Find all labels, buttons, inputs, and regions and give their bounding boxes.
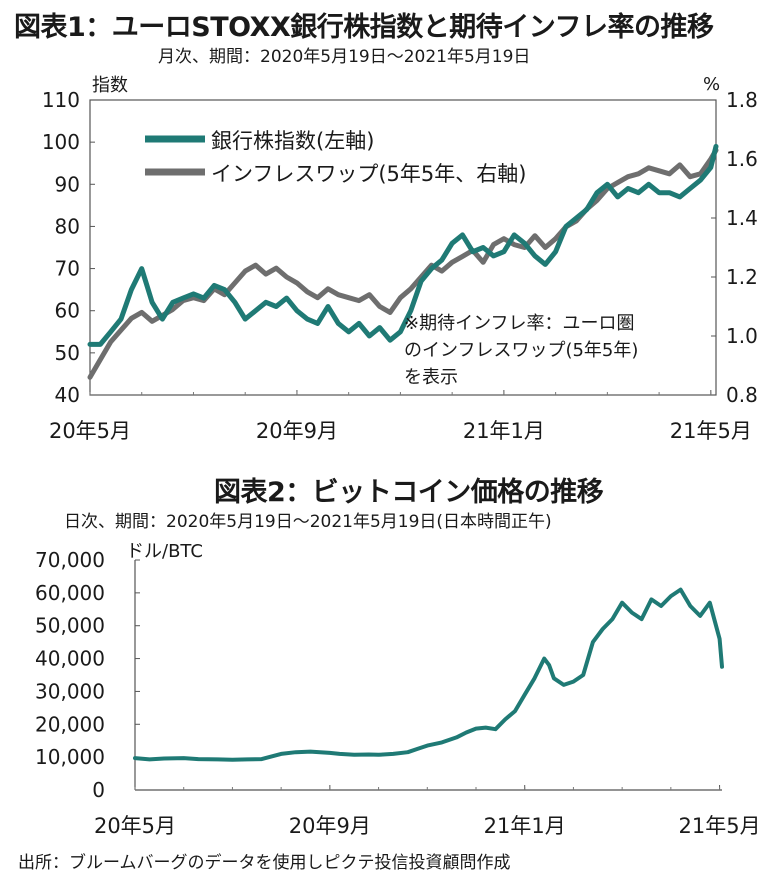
y-tick-label: 70,000: [35, 548, 105, 572]
x-tick-label: 21年5月: [679, 814, 761, 838]
x-tick-label: 20年5月: [49, 419, 131, 443]
chart2-plot: 0 10,000 20,000 30,000 40,000 50,000 60,000 70,…: [35, 548, 761, 838]
legend-label-inflation-swap: インフレスワップ(5年5年、右軸): [211, 162, 527, 186]
chart1-series-group: [87, 143, 719, 380]
left-tick-label: 90: [55, 172, 80, 196]
chart2-y-axis-ticks: 0 10,000 20,000 30,000 40,000 50,000 60,000 70,…: [35, 548, 140, 802]
y-tick-label: 0: [92, 778, 105, 802]
y-tick-label: 20,000: [35, 712, 105, 736]
chart1-subtitle: 月次、期間：2020年5月19日～2021年5月19日: [158, 47, 531, 67]
chart1-title: 図表1：ユーロSTOXX銀行株指数と期待インフレ率の推移: [14, 12, 714, 43]
chart2-subtitle: 日次、期間：2020年5月19日～2021年5月19日(日本時間正午): [64, 512, 552, 532]
legend-label-bank-index: 銀行株指数(左軸): [211, 129, 375, 153]
source-note: 出所：ブルームバーグのデータを使用しピクテ投信投資顧問作成: [18, 853, 511, 873]
chart1-note: ※期待インフレ率：ユーロ圏 のインフレスワップ(5年5年) を表示: [404, 313, 639, 388]
chart2-title: 図表2：ビットコイン価格の推移: [214, 477, 604, 508]
right-tick-label: 1.8: [726, 88, 758, 112]
series-line-bitcoin: [133, 587, 724, 762]
y-tick-label: 30,000: [35, 679, 105, 703]
right-tick-label: 1.2: [726, 265, 758, 289]
x-tick-label: 21年1月: [463, 419, 545, 443]
y-tick-label: 50,000: [35, 614, 105, 638]
chart1-right-axis-ticks: 0.8 1.0 1.2 1.4 1.6 1.8: [711, 88, 758, 407]
right-tick-label: 1.4: [726, 206, 758, 230]
chart2-unit: ドル/BTC: [126, 541, 203, 562]
chart1-left-unit: 指数: [92, 75, 128, 96]
right-tick-label: 1.6: [726, 147, 758, 171]
left-tick-label: 60: [55, 299, 80, 323]
left-tick-label: 40: [55, 383, 80, 407]
right-tick-label: 1.0: [726, 324, 758, 348]
series-line-inflation-swap: [87, 147, 719, 380]
x-tick-label: 20年9月: [256, 419, 338, 443]
left-tick-label: 110: [42, 88, 80, 112]
chart1-plot: 40 50 60 70 80 90 100 110 0.8 1.0 1.2 1.4 1.6 1.8 20…: [42, 88, 758, 443]
y-tick-label: 40,000: [35, 647, 105, 671]
left-tick-label: 50: [55, 341, 80, 365]
chart1-x-axis-ticks: 20年5月 20年9月 21年1月 21年5月: [49, 390, 752, 443]
series-line-bank-index: [87, 143, 719, 347]
chart1-frame: [89, 99, 717, 396]
x-tick-label: 21年5月: [670, 419, 752, 443]
chart1-left-axis-ticks: 40 50 60 70 80 90 100 110: [42, 88, 95, 407]
right-tick-label: 0.8: [726, 383, 758, 407]
chart1-right-unit: %: [703, 74, 721, 95]
x-tick-label: 20年9月: [289, 814, 371, 838]
left-tick-label: 100: [42, 130, 80, 154]
y-tick-label: 10,000: [35, 745, 105, 769]
x-tick-label: 21年1月: [484, 814, 566, 838]
chart2-series-group: [133, 587, 724, 762]
left-tick-label: 70: [55, 257, 80, 281]
x-tick-label: 20年5月: [94, 814, 176, 838]
left-tick-label: 80: [55, 214, 80, 238]
chart2-x-axis-ticks: 20年5月 20年9月 21年1月 21年5月: [94, 785, 761, 838]
y-tick-label: 60,000: [35, 581, 105, 605]
